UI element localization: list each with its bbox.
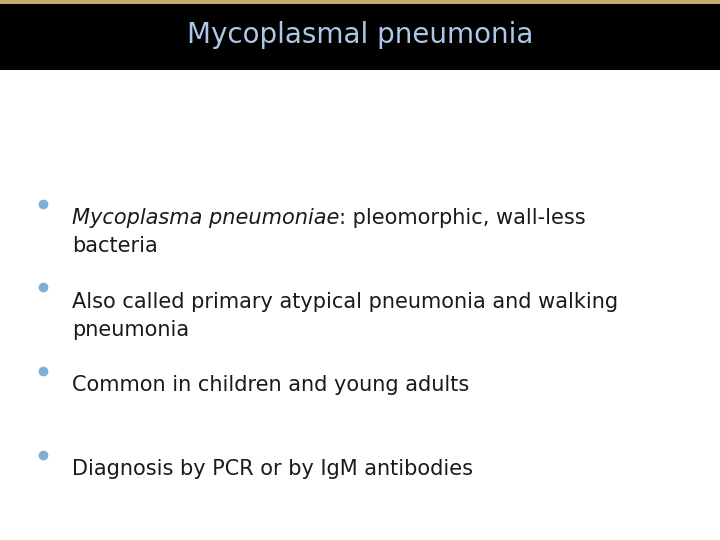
Text: Also called primary atypical pneumonia and walking: Also called primary atypical pneumonia a…	[72, 292, 618, 312]
Text: Common in children and young adults: Common in children and young adults	[72, 375, 469, 395]
Text: Diagnosis by PCR or by IgM antibodies: Diagnosis by PCR or by IgM antibodies	[72, 459, 473, 479]
FancyBboxPatch shape	[0, 0, 720, 4]
Text: bacteria: bacteria	[72, 236, 158, 256]
Text: pneumonia: pneumonia	[72, 320, 189, 340]
Text: Mycoplasma pneumoniae: Mycoplasma pneumoniae	[72, 208, 339, 228]
Text: : pleomorphic, wall-less: : pleomorphic, wall-less	[339, 208, 586, 228]
FancyBboxPatch shape	[0, 0, 720, 70]
Text: Mycoplasmal pneumonia: Mycoplasmal pneumonia	[186, 21, 534, 49]
